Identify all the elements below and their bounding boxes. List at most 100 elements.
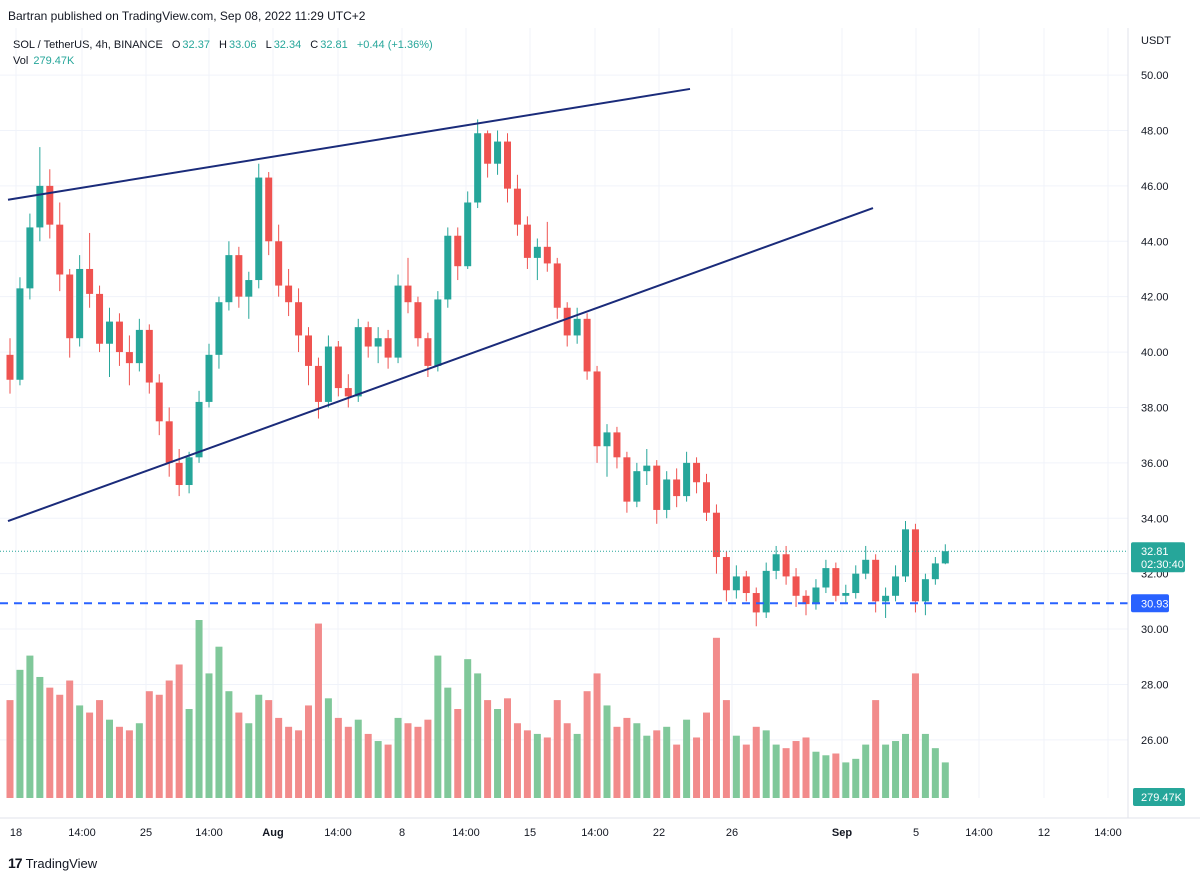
candle-body: [782, 554, 790, 577]
legend-vol: 279.47K: [33, 55, 75, 67]
candle-body: [245, 280, 253, 297]
volume-bar: [6, 700, 14, 798]
volume-bar: [513, 723, 521, 798]
volume-bar: [255, 694, 263, 798]
volume-bar: [275, 717, 283, 798]
x-tick-label: 14:00: [581, 827, 609, 839]
volume-bar: [792, 741, 800, 798]
volume-bar: [772, 744, 780, 798]
candle-body: [603, 432, 611, 447]
legend-high-label: H: [219, 39, 227, 51]
volume-bar: [165, 680, 173, 798]
volume-bar: [314, 623, 322, 798]
candle-body: [643, 465, 651, 472]
volume-bar: [324, 698, 332, 798]
candle-body: [384, 338, 392, 358]
chart-canvas[interactable]: 50.00 48.00 46.00 44.00 42.00 40.00 38.00 36.00…: [0, 28, 1200, 850]
volume-bar: [533, 733, 541, 798]
y-tick-label: 34.00: [1141, 513, 1169, 525]
candle-body: [424, 338, 432, 366]
volume-bar: [653, 730, 661, 798]
x-tick-label: 18: [10, 827, 22, 839]
candle-body: [653, 465, 661, 510]
volume-bar: [86, 712, 94, 798]
candle-body: [76, 268, 84, 339]
volume-bar: [225, 691, 233, 798]
y-tick-label: 48.00: [1141, 125, 1169, 137]
candle-body: [106, 321, 113, 344]
legend-low: 32.34: [273, 39, 302, 51]
volume-bar: [573, 733, 581, 798]
y-tick-label: 30.00: [1141, 624, 1169, 636]
volume-badge: [1133, 788, 1185, 806]
tradingview-logo-icon[interactable]: 17: [8, 855, 23, 871]
volume-bar: [474, 673, 482, 798]
volume-bar: [464, 659, 472, 798]
candle-body: [742, 576, 750, 594]
candle-body: [693, 462, 701, 483]
candle-body: [513, 188, 521, 225]
volume-bar: [215, 646, 223, 798]
volume-bar: [285, 726, 293, 798]
volume-bar: [175, 664, 183, 798]
volume-bar: [862, 744, 870, 798]
legend-open: 32.37: [182, 39, 210, 51]
candle-body: [623, 457, 631, 502]
candle-body: [892, 576, 900, 596]
volume-bar: [872, 700, 880, 798]
candle-body: [364, 327, 372, 347]
y-tick-label: 42.00: [1141, 292, 1169, 304]
candle-body: [663, 479, 671, 510]
candle-body: [155, 382, 163, 422]
candle-body: [225, 255, 233, 303]
volume-bar: [434, 655, 442, 798]
candle-body: [16, 288, 24, 380]
candle-body: [902, 529, 909, 577]
trendline-lower[interactable]: [7, 207, 874, 522]
footer-brand[interactable]: TradingView: [25, 855, 98, 871]
legend-symbol[interactable]: SOL / TetherUS, 4h, BINANCE: [13, 39, 163, 51]
volume-bar: [374, 741, 382, 798]
x-tick-label: 22: [653, 827, 665, 839]
volume-bar: [613, 726, 621, 798]
volume-bar: [145, 691, 153, 798]
candle-body: [504, 141, 511, 189]
candle-body: [842, 593, 850, 596]
volume-bar: [394, 717, 402, 798]
candle-body: [941, 551, 949, 564]
volume-bar: [832, 753, 840, 798]
candle-body: [673, 479, 681, 497]
candle-body: [46, 185, 54, 225]
trendline-upper[interactable]: [7, 87, 691, 201]
x-tick-label: 14:00: [1094, 827, 1122, 839]
candle-body: [305, 335, 312, 366]
candle-body: [792, 576, 800, 596]
candle-body: [56, 224, 64, 275]
drawings[interactable]: [0, 87, 1128, 605]
legend-vol-label: Vol: [13, 55, 29, 67]
x-tick-label: 25: [140, 827, 152, 839]
volume-bar: [523, 730, 531, 798]
volume-bar: [56, 694, 64, 798]
price-chart[interactable]: 50.00 48.00 46.00 44.00 42.00 40.00 38.00 36.00…: [0, 28, 1200, 850]
x-tick-label: 26: [726, 827, 738, 839]
candle-body: [125, 352, 133, 364]
x-tick-label: 14:00: [195, 827, 223, 839]
candle-body: [394, 285, 402, 358]
volume-bar: [414, 726, 422, 798]
support-price-label: 30.93: [1141, 598, 1169, 610]
candle-body: [96, 293, 104, 344]
x-tick-label: 15: [524, 827, 536, 839]
candle-body: [633, 471, 641, 502]
legend-volume-row: Vol 279.47K: [13, 53, 439, 69]
candle-body: [911, 529, 919, 602]
candle-body: [195, 401, 203, 458]
volume-bar: [135, 723, 143, 798]
y-tick-label: 36.00: [1141, 458, 1169, 470]
volume-bar: [593, 673, 601, 798]
volume-bar: [892, 741, 900, 798]
volume-bar: [115, 726, 123, 798]
candle-body: [66, 274, 74, 339]
support-price-badge: [1131, 594, 1169, 613]
volume-bar: [673, 744, 681, 798]
